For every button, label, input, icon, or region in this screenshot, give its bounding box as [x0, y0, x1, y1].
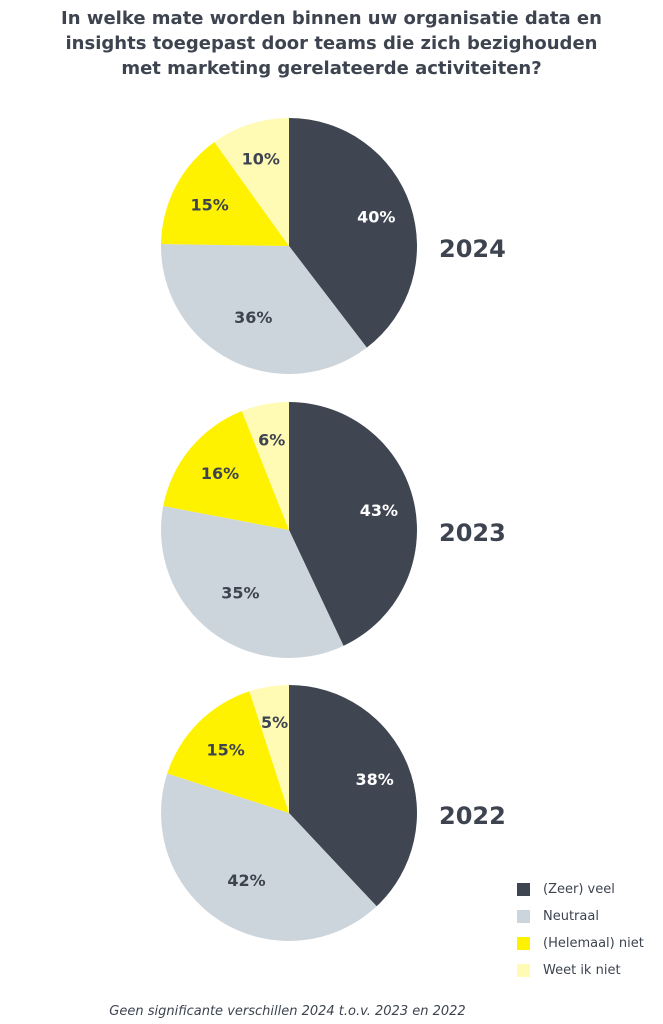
- legend-label: (Helemaal) niet: [543, 936, 644, 951]
- slice-data-label: 38%: [356, 770, 394, 789]
- slice-data-label: 16%: [201, 464, 239, 483]
- pie-slice: [161, 773, 377, 942]
- slice-data-label: 40%: [357, 207, 395, 226]
- slice-data-label: 10%: [242, 149, 280, 168]
- pie-slice: [241, 402, 289, 530]
- legend-label: (Zeer) veel: [543, 882, 615, 897]
- pie-2024: 40% 36% 15% 10%: [160, 118, 417, 374]
- pie-slice: [160, 244, 367, 374]
- pie-slice: [249, 685, 289, 813]
- legend: (Zeer) veel Neutraal (Helemaal) niet Wee…: [517, 876, 644, 984]
- pie-slice: [167, 691, 289, 813]
- legend-item-zeer-veel: (Zeer) veel: [517, 876, 644, 903]
- slice-data-label: 43%: [360, 501, 398, 520]
- legend-item-helemaal-niet: (Helemaal) niet: [517, 930, 644, 957]
- pie-slice: [214, 118, 289, 246]
- legend-label: Neutraal: [543, 909, 599, 924]
- pie-2023: 43% 35% 16% 6%: [160, 402, 417, 658]
- legend-swatch: [517, 910, 530, 923]
- slice-data-label: 6%: [258, 430, 285, 449]
- slice-data-label: 35%: [221, 584, 259, 603]
- chart-title-line-3: met marketing gerelateerde activiteiten?: [121, 58, 542, 79]
- slice-data-label: 15%: [206, 741, 244, 760]
- pie-slice: [161, 141, 289, 246]
- legend-label: Weet ik niet: [543, 963, 621, 978]
- legend-swatch: [517, 937, 530, 950]
- slice-data-label: 5%: [261, 713, 288, 732]
- pie-slice: [160, 506, 344, 658]
- pie-slice: [163, 410, 289, 530]
- chart-title-line-1: In welke mate worden binnen uw organisat…: [61, 8, 602, 29]
- legend-item-weet-ik-niet: Weet ik niet: [517, 957, 644, 984]
- chart-title-line-2: insights toegepast door teams die zich b…: [65, 33, 598, 54]
- pie-slice: [289, 685, 417, 907]
- slice-data-label: 36%: [234, 308, 272, 327]
- pie-slice: [289, 118, 417, 348]
- pie-year-label: 2023: [439, 519, 506, 547]
- pie-year-label: 2024: [439, 235, 506, 263]
- pie-2022: 38% 42% 15% 5%: [161, 685, 417, 942]
- footnote: Geen significante verschillen 2024 t.o.v…: [109, 1004, 466, 1019]
- legend-swatch: [517, 964, 530, 977]
- pie-slice: [289, 402, 417, 646]
- chart-title: In welke mate worden binnen uw organisat…: [0, 6, 663, 81]
- legend-item-neutraal: Neutraal: [517, 903, 644, 930]
- slice-data-label: 15%: [190, 195, 228, 214]
- slice-data-label: 42%: [227, 871, 265, 890]
- pie-year-label: 2022: [439, 802, 506, 830]
- legend-swatch: [517, 883, 530, 896]
